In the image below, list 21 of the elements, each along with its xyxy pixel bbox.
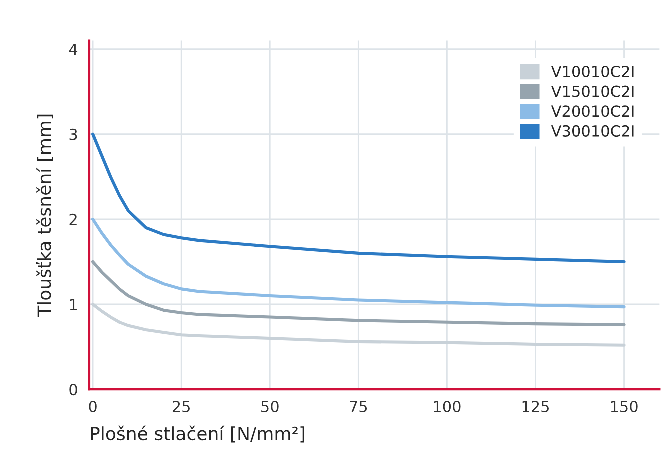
legend-label: V20010C2I [551, 106, 634, 118]
x-tick-label: 25 [172, 400, 190, 413]
y-tick-label: 4 [69, 44, 78, 56]
x-tick-label: 50 [262, 400, 279, 413]
x-tick-label: 150 [611, 400, 638, 413]
y-tick-label: 1 [70, 299, 77, 310]
line-series [92, 260, 626, 326]
legend-label: V30010C2I [551, 125, 634, 137]
y-tick-label: 2 [70, 214, 77, 226]
line-series [92, 218, 626, 309]
legend-label: V10010C2I [551, 66, 634, 78]
line-series [92, 302, 626, 347]
y-tick-label: 3 [70, 128, 78, 140]
y-axis-title: Tloušťka těsnění [mm] [36, 114, 54, 318]
x-tick-label: 125 [522, 400, 549, 413]
legend-label: V15010C2I [551, 86, 634, 98]
x-tick-label: 100 [434, 400, 461, 413]
x-tick-label: 75 [350, 401, 368, 413]
y-tick-label: 0 [70, 384, 78, 396]
x-axis-title: Plošné stlačení [N/mm²] [91, 426, 304, 443]
x-tick-label: 0 [89, 400, 97, 413]
